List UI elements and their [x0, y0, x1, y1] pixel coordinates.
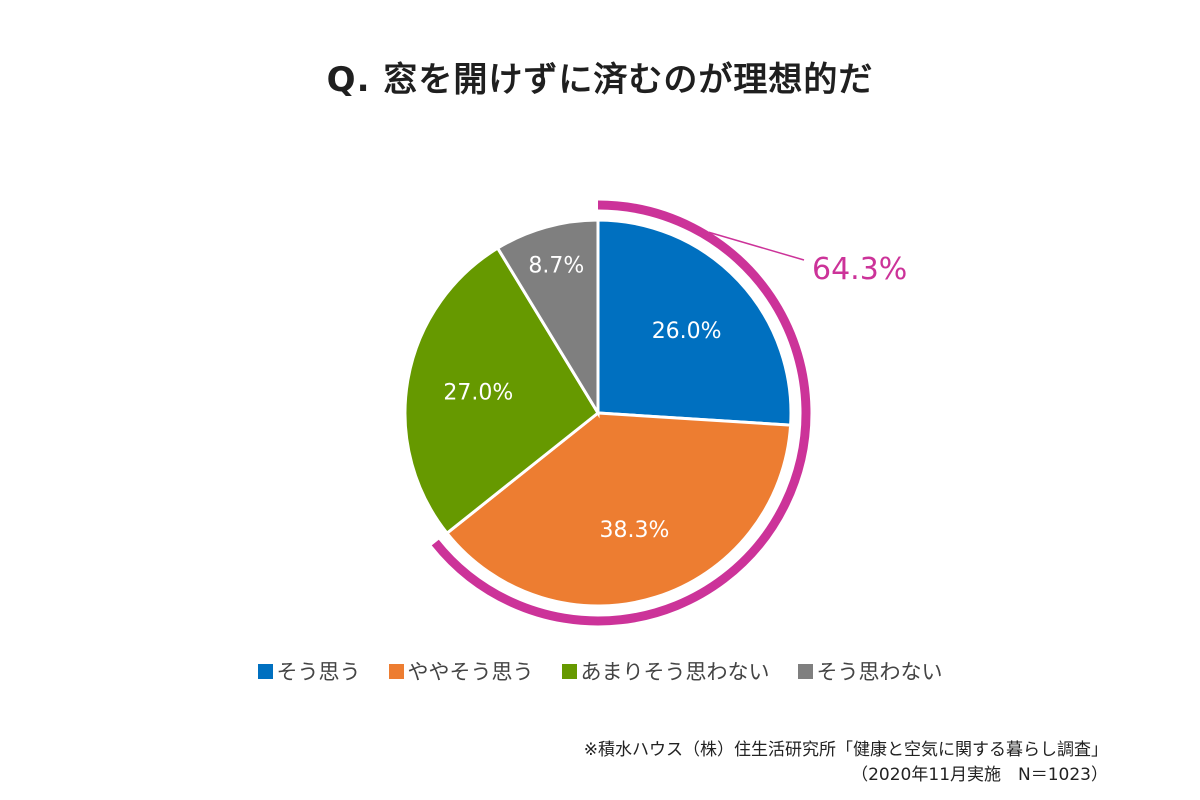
legend-item-yaya-sou-omou: ややそう思う — [388, 656, 534, 686]
legend-item-amari-sou-omowanai: あまりそう思わない — [561, 656, 770, 686]
legend-label: あまりそう思わない — [580, 660, 770, 684]
legend-item-sou-omou: そう思う — [257, 656, 361, 686]
legend-swatch — [797, 663, 813, 679]
chart-title: Q. 窓を開けずに済むのが理想的だ — [326, 60, 874, 100]
source-line-2: （2020年11月実施 N＝1023） — [851, 765, 1108, 785]
legend-swatch — [388, 663, 404, 679]
pie-slice — [444, 411, 793, 608]
legend-label: ややそう思う — [407, 660, 534, 684]
pie-slice — [596, 218, 793, 427]
slice-label: 26.0% — [652, 319, 722, 344]
highlight-label: 64.3% — [812, 252, 907, 287]
source-line-1: ※積水ハウス（株）住生活研究所「健康と空気に関する暮らし調査」 — [583, 740, 1108, 760]
legend-item-sou-omowanai: そう思わない — [797, 656, 943, 686]
highlight-leader-line — [708, 231, 805, 261]
legend-label: そう思わない — [816, 660, 943, 684]
pie-slice — [495, 218, 600, 419]
legend-label: そう思う — [276, 660, 361, 684]
legend-swatch — [561, 663, 577, 679]
legend: そう思う ややそう思う あまりそう思わない そう思わない — [0, 656, 1200, 686]
slice-label: 38.3% — [600, 518, 670, 543]
pie-slice — [403, 246, 600, 536]
source-note: ※積水ハウス（株）住生活研究所「健康と空気に関する暮らし調査」 （2020年11… — [584, 738, 1108, 788]
slice-label: 27.0% — [443, 381, 513, 406]
legend-swatch — [257, 663, 273, 679]
slice-label: 8.7% — [528, 253, 584, 278]
highlight-arc — [431, 200, 811, 626]
